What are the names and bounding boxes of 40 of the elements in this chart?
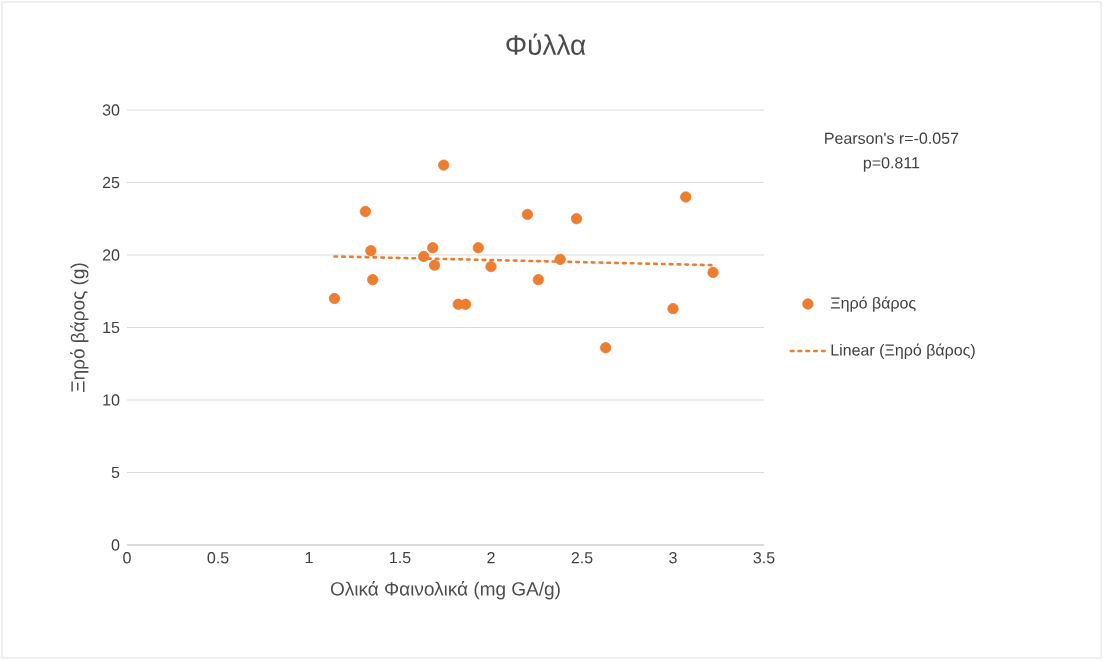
x-tick-label: 1 <box>305 552 313 564</box>
point <box>427 242 439 254</box>
point <box>485 261 497 273</box>
x-tick-label: 1.5 <box>390 552 411 564</box>
point <box>554 253 566 265</box>
x-axis-title: Ολικά Φαινολικά (mg GA/g) <box>330 581 560 600</box>
x-tick-label: 3 <box>669 552 677 564</box>
y-tick-label: 5 <box>111 466 120 479</box>
x-tick-label: 3.5 <box>753 552 775 564</box>
x-tick-label: 0 <box>123 552 131 564</box>
point <box>328 292 341 305</box>
y-tick-label: 20 <box>102 249 120 261</box>
y-tick-label: 15 <box>103 321 120 334</box>
point <box>472 242 484 254</box>
point <box>707 266 719 279</box>
y-axis-title: Ξηρό βάρος (g) <box>70 263 89 392</box>
point <box>600 342 612 354</box>
legend-label: Ξηρό βάρος <box>830 296 916 312</box>
chart-title: Φύλλα <box>506 33 586 55</box>
x-tick-label: 2 <box>487 552 495 564</box>
point <box>365 245 377 257</box>
point <box>521 208 533 220</box>
y-tick-label: 0 <box>111 539 120 551</box>
x-tick-label: 0.5 <box>207 552 229 564</box>
point <box>680 191 692 203</box>
text: Pearson's r=-0.057 <box>825 132 959 144</box>
point <box>667 303 679 315</box>
point <box>532 274 544 286</box>
point <box>418 250 430 263</box>
point <box>359 205 372 218</box>
point <box>438 159 450 171</box>
legend-label: Linear (Ξηρό βάρος) <box>831 343 975 359</box>
point <box>428 259 441 271</box>
x-tick-label: 2.5 <box>571 552 593 564</box>
y-tick-label: 30 <box>102 104 120 116</box>
y-tick-label: 10 <box>103 394 120 406</box>
y-tick-label: 25 <box>102 176 120 189</box>
point <box>570 213 583 225</box>
text: p=0.811 <box>863 157 920 172</box>
point <box>367 274 379 286</box>
